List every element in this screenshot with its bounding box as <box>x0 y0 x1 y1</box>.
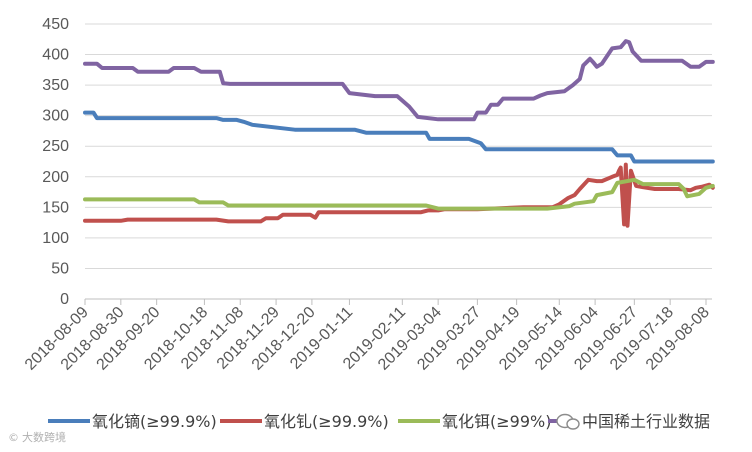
y-tick-label: 200 <box>42 169 69 186</box>
y-tick-label: 450 <box>42 16 69 33</box>
y-tick-label: 150 <box>42 199 69 216</box>
y-tick-label: 50 <box>51 260 69 277</box>
series-line <box>83 177 715 211</box>
legend-label: 中国稀土行业数据 <box>582 412 710 431</box>
legend-label: 氧化铒(≥99%) <box>442 412 551 431</box>
legend-label: 氧化钆(≥99.9%) <box>264 412 389 431</box>
series-line <box>83 110 715 164</box>
wechat-bubble-small <box>566 418 580 430</box>
legend: 氧化镝(≥99.9%) 氧化钆(≥99.9%) 氧化铒(≥99%) 中国稀土行业数据 <box>48 412 710 431</box>
y-tick-label: 400 <box>42 47 69 64</box>
wechat-icon <box>556 413 580 430</box>
y-tick-label: 250 <box>42 138 69 155</box>
y-axis-tick-labels: 0 50 100 150 200 250 300 350 400 450 <box>42 16 69 308</box>
watermark-left: © 大数跨境 <box>8 430 66 444</box>
watermark-left-text: 大数跨境 <box>22 430 66 444</box>
series-lines <box>83 39 715 228</box>
y-tick-label: 100 <box>42 230 69 247</box>
y-tick-label: 300 <box>42 108 69 125</box>
y-tick-label: 350 <box>42 77 69 94</box>
y-tick-label: 0 <box>60 291 69 308</box>
series-line <box>83 39 715 122</box>
series-line <box>83 162 715 228</box>
copyright-mark: © <box>8 431 19 444</box>
legend-label: 氧化镝(≥99.9%) <box>92 412 217 431</box>
